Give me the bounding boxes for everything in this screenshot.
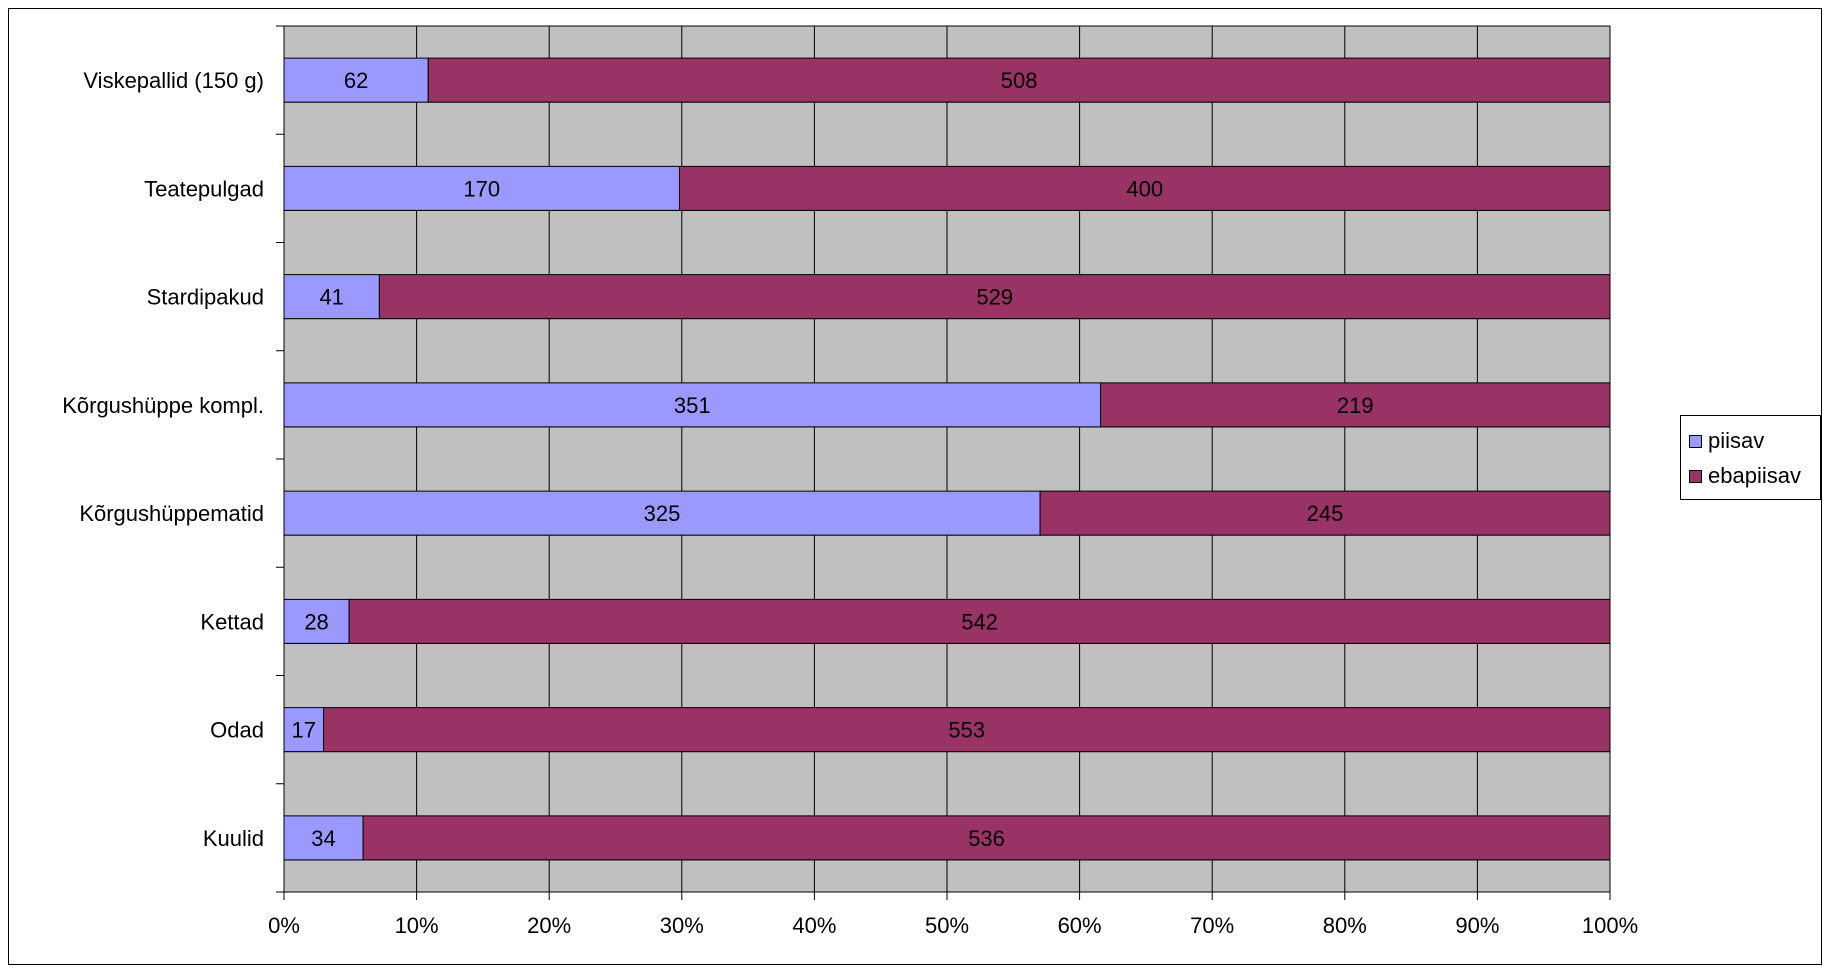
bar-segment-ebapiisav	[378, 274, 1611, 320]
x-tick-label: 90%	[1455, 913, 1499, 938]
data-label: 28	[304, 609, 328, 634]
data-label: 400	[1126, 176, 1163, 201]
data-label: 62	[344, 68, 368, 93]
data-label: 351	[674, 393, 711, 418]
x-tick-label: 40%	[792, 913, 836, 938]
bar-segment-piisav	[283, 382, 1102, 428]
data-label: 553	[948, 718, 985, 743]
legend-item-piisav: piisav	[1689, 428, 1764, 454]
bar-segment-ebapiisav	[427, 57, 1611, 103]
data-label: 542	[961, 609, 998, 634]
x-tick-label: 60%	[1058, 913, 1102, 938]
category-label: Kõrgushüppe kompl.	[62, 393, 264, 418]
category-label: Teatepulgad	[144, 176, 264, 201]
category-label: Viskepallid (150 g)	[83, 68, 264, 93]
category-label: Kõrgushüppematid	[79, 501, 264, 526]
data-label: 529	[976, 285, 1013, 310]
x-tick-label: 50%	[925, 913, 969, 938]
bar-segment-piisav	[283, 274, 380, 320]
bar-segment-piisav	[283, 165, 680, 211]
legend-swatch-ebapiisav	[1689, 469, 1702, 483]
category-label: Kettad	[200, 609, 264, 634]
data-label: 170	[463, 176, 500, 201]
data-label: 17	[292, 718, 316, 743]
axes: Viskepallid (150 g) Teatepulgad Stardipaku…	[62, 25, 1638, 938]
x-tick-label: 100%	[1582, 913, 1638, 938]
x-tick-label: 30%	[660, 913, 704, 938]
x-tick-label: 10%	[395, 913, 439, 938]
data-label: 41	[319, 285, 343, 310]
bar-segment-piisav	[283, 57, 429, 103]
data-label: 508	[1001, 68, 1038, 93]
category-label: Odad	[210, 718, 264, 743]
bar-segment-ebapiisav	[678, 165, 1611, 211]
bar-segment-ebapiisav	[348, 598, 1611, 644]
category-label: Kuulid	[203, 826, 264, 851]
category-label: Stardipakud	[147, 285, 264, 310]
legend-swatch-piisav	[1689, 434, 1702, 448]
x-tick-label: 70%	[1190, 913, 1234, 938]
data-label: 536	[968, 826, 1005, 851]
bars: 62 508 170 400 41 529 351 219 325 245 28 542 17 553 34…	[283, 57, 1611, 861]
bar-segment-ebapiisav	[1100, 382, 1611, 428]
x-tick-label: 80%	[1323, 913, 1367, 938]
bar-segment-ebapiisav	[362, 815, 1611, 861]
bar-segment-piisav	[283, 490, 1041, 536]
data-label: 219	[1337, 393, 1374, 418]
x-tick-label: 20%	[527, 913, 571, 938]
bar-segment-ebapiisav	[1039, 490, 1611, 536]
data-label: 34	[311, 826, 335, 851]
legend-label-piisav: piisav	[1708, 428, 1765, 453]
bar-segment-piisav	[283, 707, 325, 753]
x-tick-label: 0%	[268, 913, 300, 938]
data-label: 245	[1307, 501, 1344, 526]
bar-segment-ebapiisav	[323, 707, 1611, 753]
legend-label-ebapiisav: ebapiisav	[1708, 463, 1801, 488]
legend-item-ebapiisav: ebapiisav	[1689, 463, 1801, 489]
legend: piisav ebapiisav	[1680, 415, 1821, 500]
data-label: 325	[644, 501, 681, 526]
